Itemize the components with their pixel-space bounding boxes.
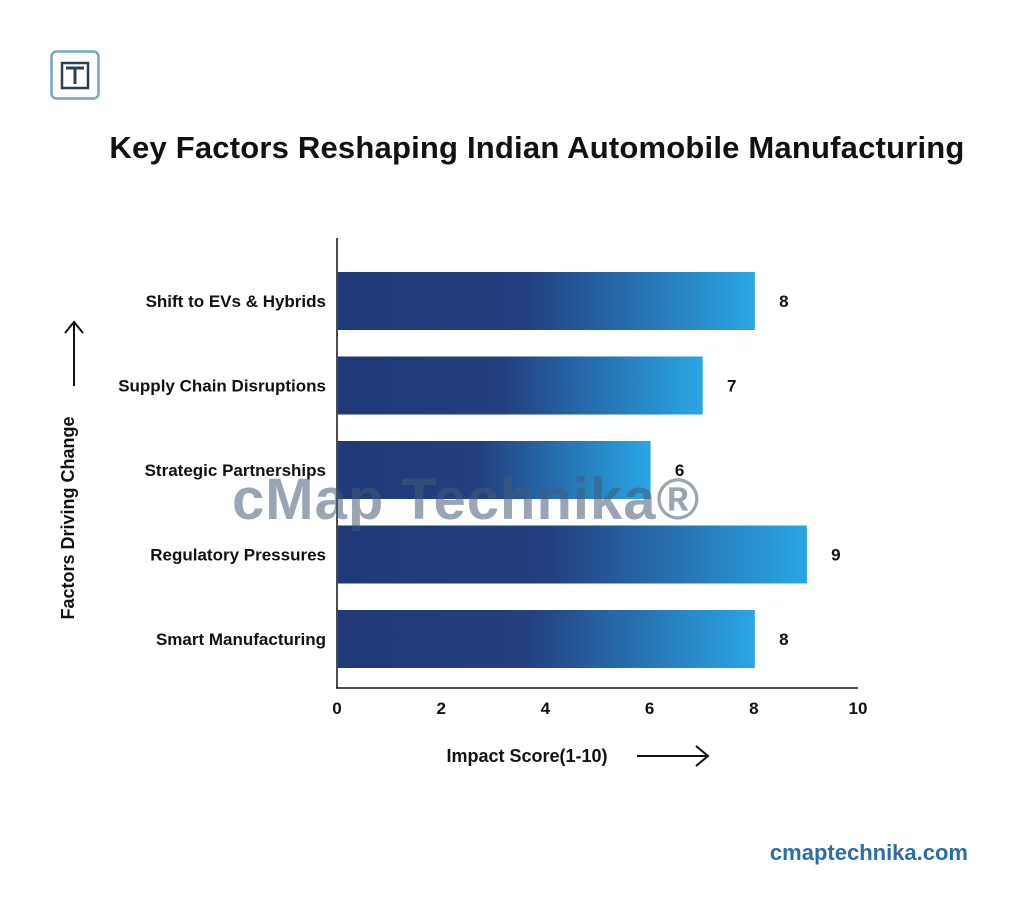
category-label: Strategic Partnerships	[145, 461, 326, 480]
y-axis-title-group: Factors Driving Change	[58, 320, 84, 620]
x-axis-arrow-icon	[637, 745, 710, 767]
x-tick-label: 8	[749, 699, 758, 718]
x-tick-label: 6	[645, 699, 654, 718]
brand-logo-icon	[50, 50, 100, 100]
category-label: Regulatory Pressures	[150, 546, 326, 565]
bar	[338, 356, 703, 415]
x-tick-label: 2	[436, 699, 445, 718]
data-label: 8	[779, 292, 788, 311]
bar	[338, 525, 807, 584]
x-axis-title-group: Impact Score(1-10)	[446, 745, 710, 767]
data-label: 6	[675, 461, 684, 480]
chart-title: Key Factors Reshaping Indian Automobile …	[109, 130, 965, 165]
bar	[338, 272, 755, 330]
y-axis-title: Factors Driving Change	[58, 416, 78, 619]
category-label: Smart Manufacturing	[156, 630, 326, 649]
y-axis-arrow-icon	[64, 320, 84, 386]
data-label: 8	[779, 630, 788, 649]
x-tick-label: 10	[849, 699, 868, 718]
website-link[interactable]: cmaptechnika.com	[769, 840, 968, 865]
bar	[338, 610, 755, 668]
x-tick-label: 4	[541, 699, 551, 718]
x-axis-title: Impact Score(1-10)	[446, 746, 607, 766]
category-label: Supply Chain Disruptions	[118, 377, 326, 396]
bar	[338, 441, 651, 499]
category-label: Shift to EVs & Hybrids	[146, 292, 326, 311]
x-tick-label: 0	[332, 699, 341, 718]
data-label: 7	[727, 377, 736, 396]
data-label: 9	[831, 546, 840, 565]
